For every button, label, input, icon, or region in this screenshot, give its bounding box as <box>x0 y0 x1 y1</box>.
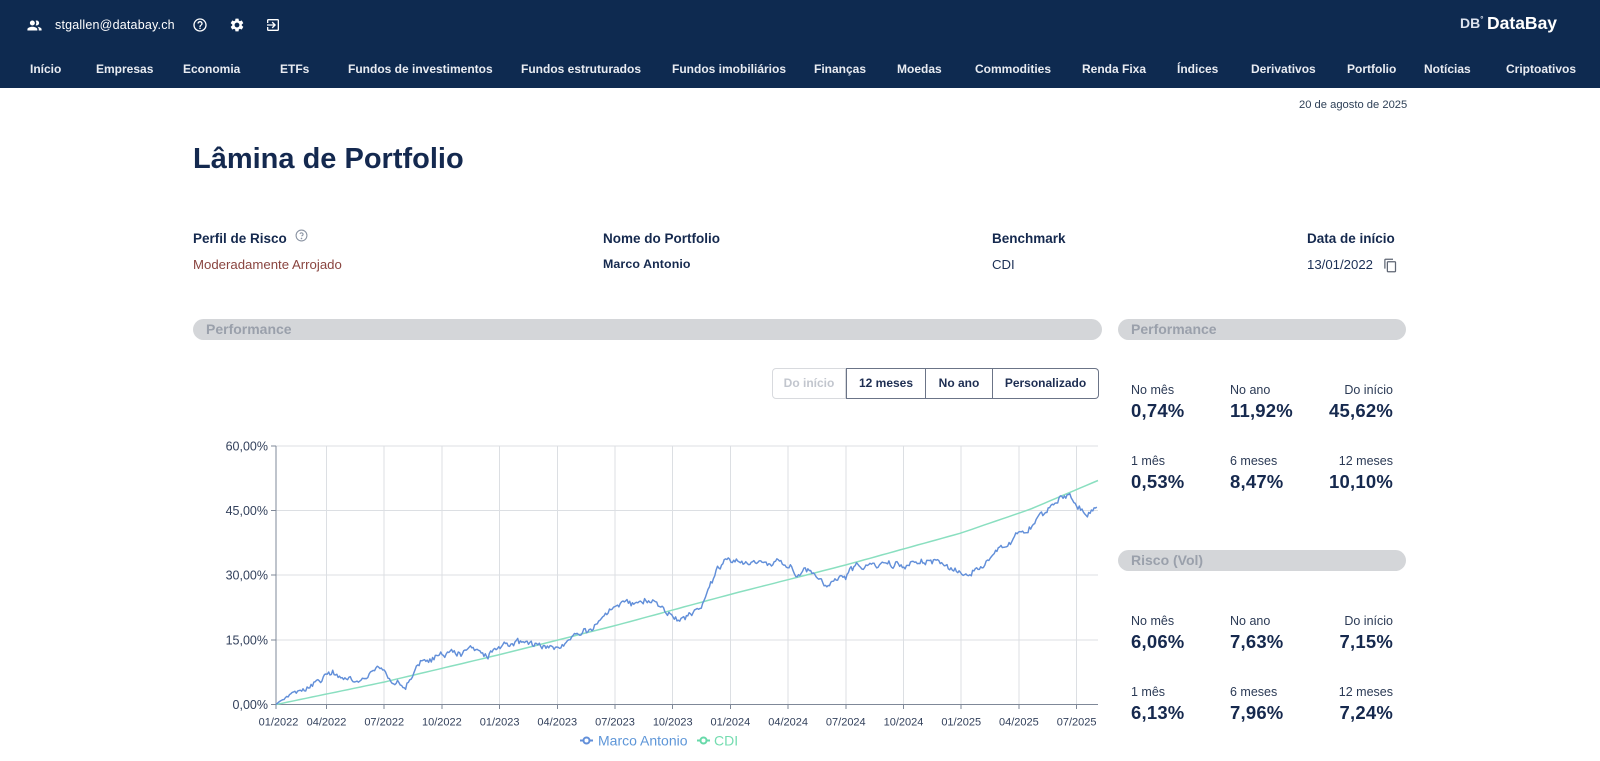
svg-text:10/2023: 10/2023 <box>653 717 693 729</box>
svg-text:04/2024: 04/2024 <box>768 717 808 729</box>
svg-text:04/2022: 04/2022 <box>307 717 347 729</box>
svg-text:04/2023: 04/2023 <box>537 717 577 729</box>
svg-text:30,00%: 30,00% <box>226 569 268 583</box>
svg-text:0,00%: 0,00% <box>233 698 268 712</box>
svg-text:01/2024: 01/2024 <box>711 717 751 729</box>
svg-text:07/2025: 07/2025 <box>1057 717 1097 729</box>
svg-text:10/2022: 10/2022 <box>422 717 462 729</box>
svg-text:CDI: CDI <box>714 733 738 749</box>
svg-text:07/2023: 07/2023 <box>595 717 635 729</box>
svg-text:10/2024: 10/2024 <box>884 717 924 729</box>
svg-text:45,00%: 45,00% <box>226 504 268 518</box>
svg-text:07/2024: 07/2024 <box>826 717 866 729</box>
svg-text:60,00%: 60,00% <box>226 439 268 453</box>
svg-text:07/2022: 07/2022 <box>364 717 404 729</box>
svg-text:01/2023: 01/2023 <box>480 717 520 729</box>
svg-text:01/2025: 01/2025 <box>941 717 981 729</box>
svg-text:01/2022: 01/2022 <box>259 717 299 729</box>
svg-text:15,00%: 15,00% <box>226 633 268 647</box>
svg-text:04/2025: 04/2025 <box>999 717 1039 729</box>
svg-text:Marco Antonio: Marco Antonio <box>598 733 688 749</box>
